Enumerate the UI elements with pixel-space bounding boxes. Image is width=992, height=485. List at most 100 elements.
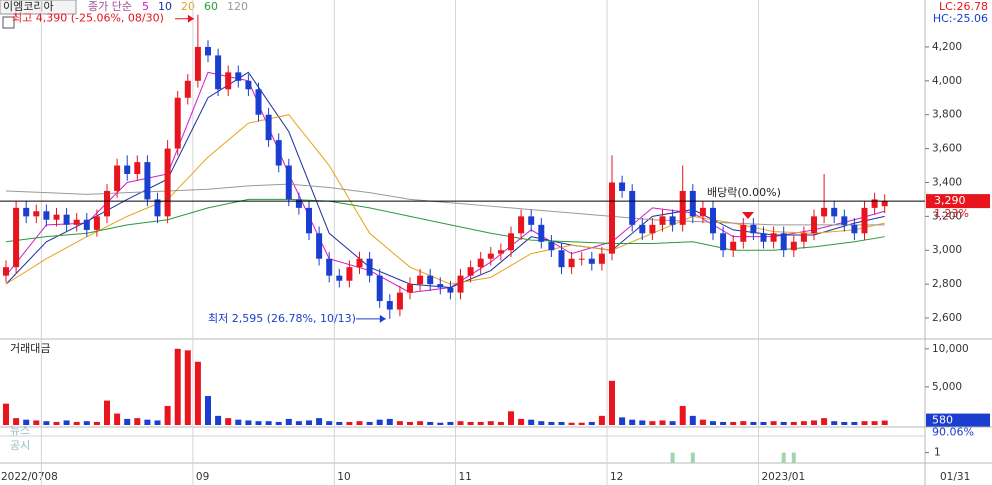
ma-line	[5, 183, 885, 226]
volume-bar	[376, 419, 383, 425]
volume-bar	[699, 419, 706, 425]
y-tick-label: 2,800	[932, 278, 962, 290]
volume-bar	[730, 421, 737, 425]
x-tick-label: 08	[44, 471, 57, 483]
volume-bar	[386, 418, 393, 425]
ma-label: 종가 단순	[88, 0, 132, 13]
volume-bar	[689, 415, 696, 425]
candle-body	[598, 253, 605, 264]
lc-label: LC:26.78	[939, 0, 988, 13]
volume-bar	[629, 419, 636, 425]
volume-bar	[881, 420, 888, 425]
candle-body	[548, 241, 555, 251]
candle-body	[164, 148, 171, 217]
candle-body	[760, 233, 767, 242]
volume-tick-label: 10,000	[932, 343, 969, 355]
volume-last-label: 580	[932, 414, 953, 427]
volume-bar	[851, 421, 858, 425]
candle-body	[114, 165, 121, 191]
volume-bar	[800, 421, 807, 425]
volume-bar	[538, 421, 545, 425]
candle-body	[780, 233, 787, 251]
candle-body	[235, 72, 242, 81]
volume-bar	[275, 421, 282, 425]
x-tick-label: 2022/07	[1, 471, 45, 483]
min-annotation: 최저 2,595 (26.78%, 10/13)	[208, 312, 356, 325]
volume-bar	[679, 405, 686, 425]
volume-title: 거래대금	[10, 342, 50, 355]
volume-bar	[417, 421, 424, 425]
volume-bar	[225, 418, 232, 425]
volume-bar	[306, 420, 312, 425]
volume-bar	[33, 420, 40, 425]
volume-bar	[467, 421, 474, 425]
volume-bar	[23, 419, 30, 425]
volume-bar	[659, 420, 666, 425]
legend-entry: 20	[181, 0, 195, 13]
volume-bar	[649, 421, 656, 425]
candle-body	[13, 207, 20, 268]
candle-body	[275, 140, 282, 166]
candle-body	[497, 250, 504, 254]
volume-bar	[841, 421, 848, 425]
volume-bar	[760, 421, 767, 425]
disclosure-bar	[670, 452, 675, 463]
volume-box	[926, 413, 990, 427]
title-box	[0, 0, 77, 15]
volume-bar	[326, 421, 333, 425]
volume-bar	[174, 348, 181, 425]
volume-bar	[13, 418, 20, 425]
y-tick-label: 4,200	[932, 41, 962, 53]
volume-bar	[366, 421, 373, 425]
candle-body	[790, 241, 797, 251]
candle-body	[881, 201, 888, 207]
candle-body	[23, 207, 30, 217]
volume-bar	[831, 421, 838, 425]
candle-body	[740, 224, 747, 242]
candle-body	[336, 275, 343, 281]
hc-label: HC:-25.06	[933, 12, 988, 25]
price-box	[926, 194, 990, 209]
change-label: 1.23%	[934, 207, 969, 220]
volume-bar	[558, 421, 565, 425]
settings-icon[interactable]	[2, 16, 15, 29]
candle-body	[43, 211, 50, 220]
candle-body	[720, 233, 727, 251]
volume-bar	[164, 405, 171, 425]
volume-bar	[861, 421, 868, 425]
candle-body	[821, 207, 828, 217]
candle-body	[558, 250, 565, 268]
disclosure-bar	[781, 452, 786, 463]
candle-body	[265, 114, 272, 141]
volume-bar	[437, 422, 444, 425]
legend-entry: 10	[158, 0, 172, 13]
candle-body	[326, 258, 333, 276]
y-tick-label: 3,000	[932, 244, 962, 256]
volume-bar	[3, 403, 9, 425]
candle-body	[659, 216, 666, 225]
legend-entry: 5	[142, 0, 149, 13]
candle-body	[356, 258, 363, 268]
candle-body	[417, 275, 424, 285]
candle-body	[366, 258, 373, 276]
candle-body	[154, 199, 161, 217]
volume-bar	[43, 421, 50, 425]
candle-body	[710, 207, 716, 234]
volume-bar	[124, 418, 131, 425]
volume-bar	[871, 421, 878, 425]
volume-bar	[407, 421, 413, 425]
candle-body	[205, 46, 211, 56]
candle-body	[184, 80, 191, 98]
volume-bar	[336, 421, 343, 425]
candle-body	[396, 292, 403, 310]
candle-body	[376, 275, 383, 302]
volume-bar	[770, 421, 777, 425]
volume-bar	[669, 421, 676, 425]
candle-body	[104, 190, 110, 217]
candle-body	[93, 216, 100, 230]
volume-bar	[104, 400, 110, 425]
volume-bar	[457, 421, 464, 425]
candle-body	[447, 287, 454, 293]
candle-body	[427, 275, 434, 285]
